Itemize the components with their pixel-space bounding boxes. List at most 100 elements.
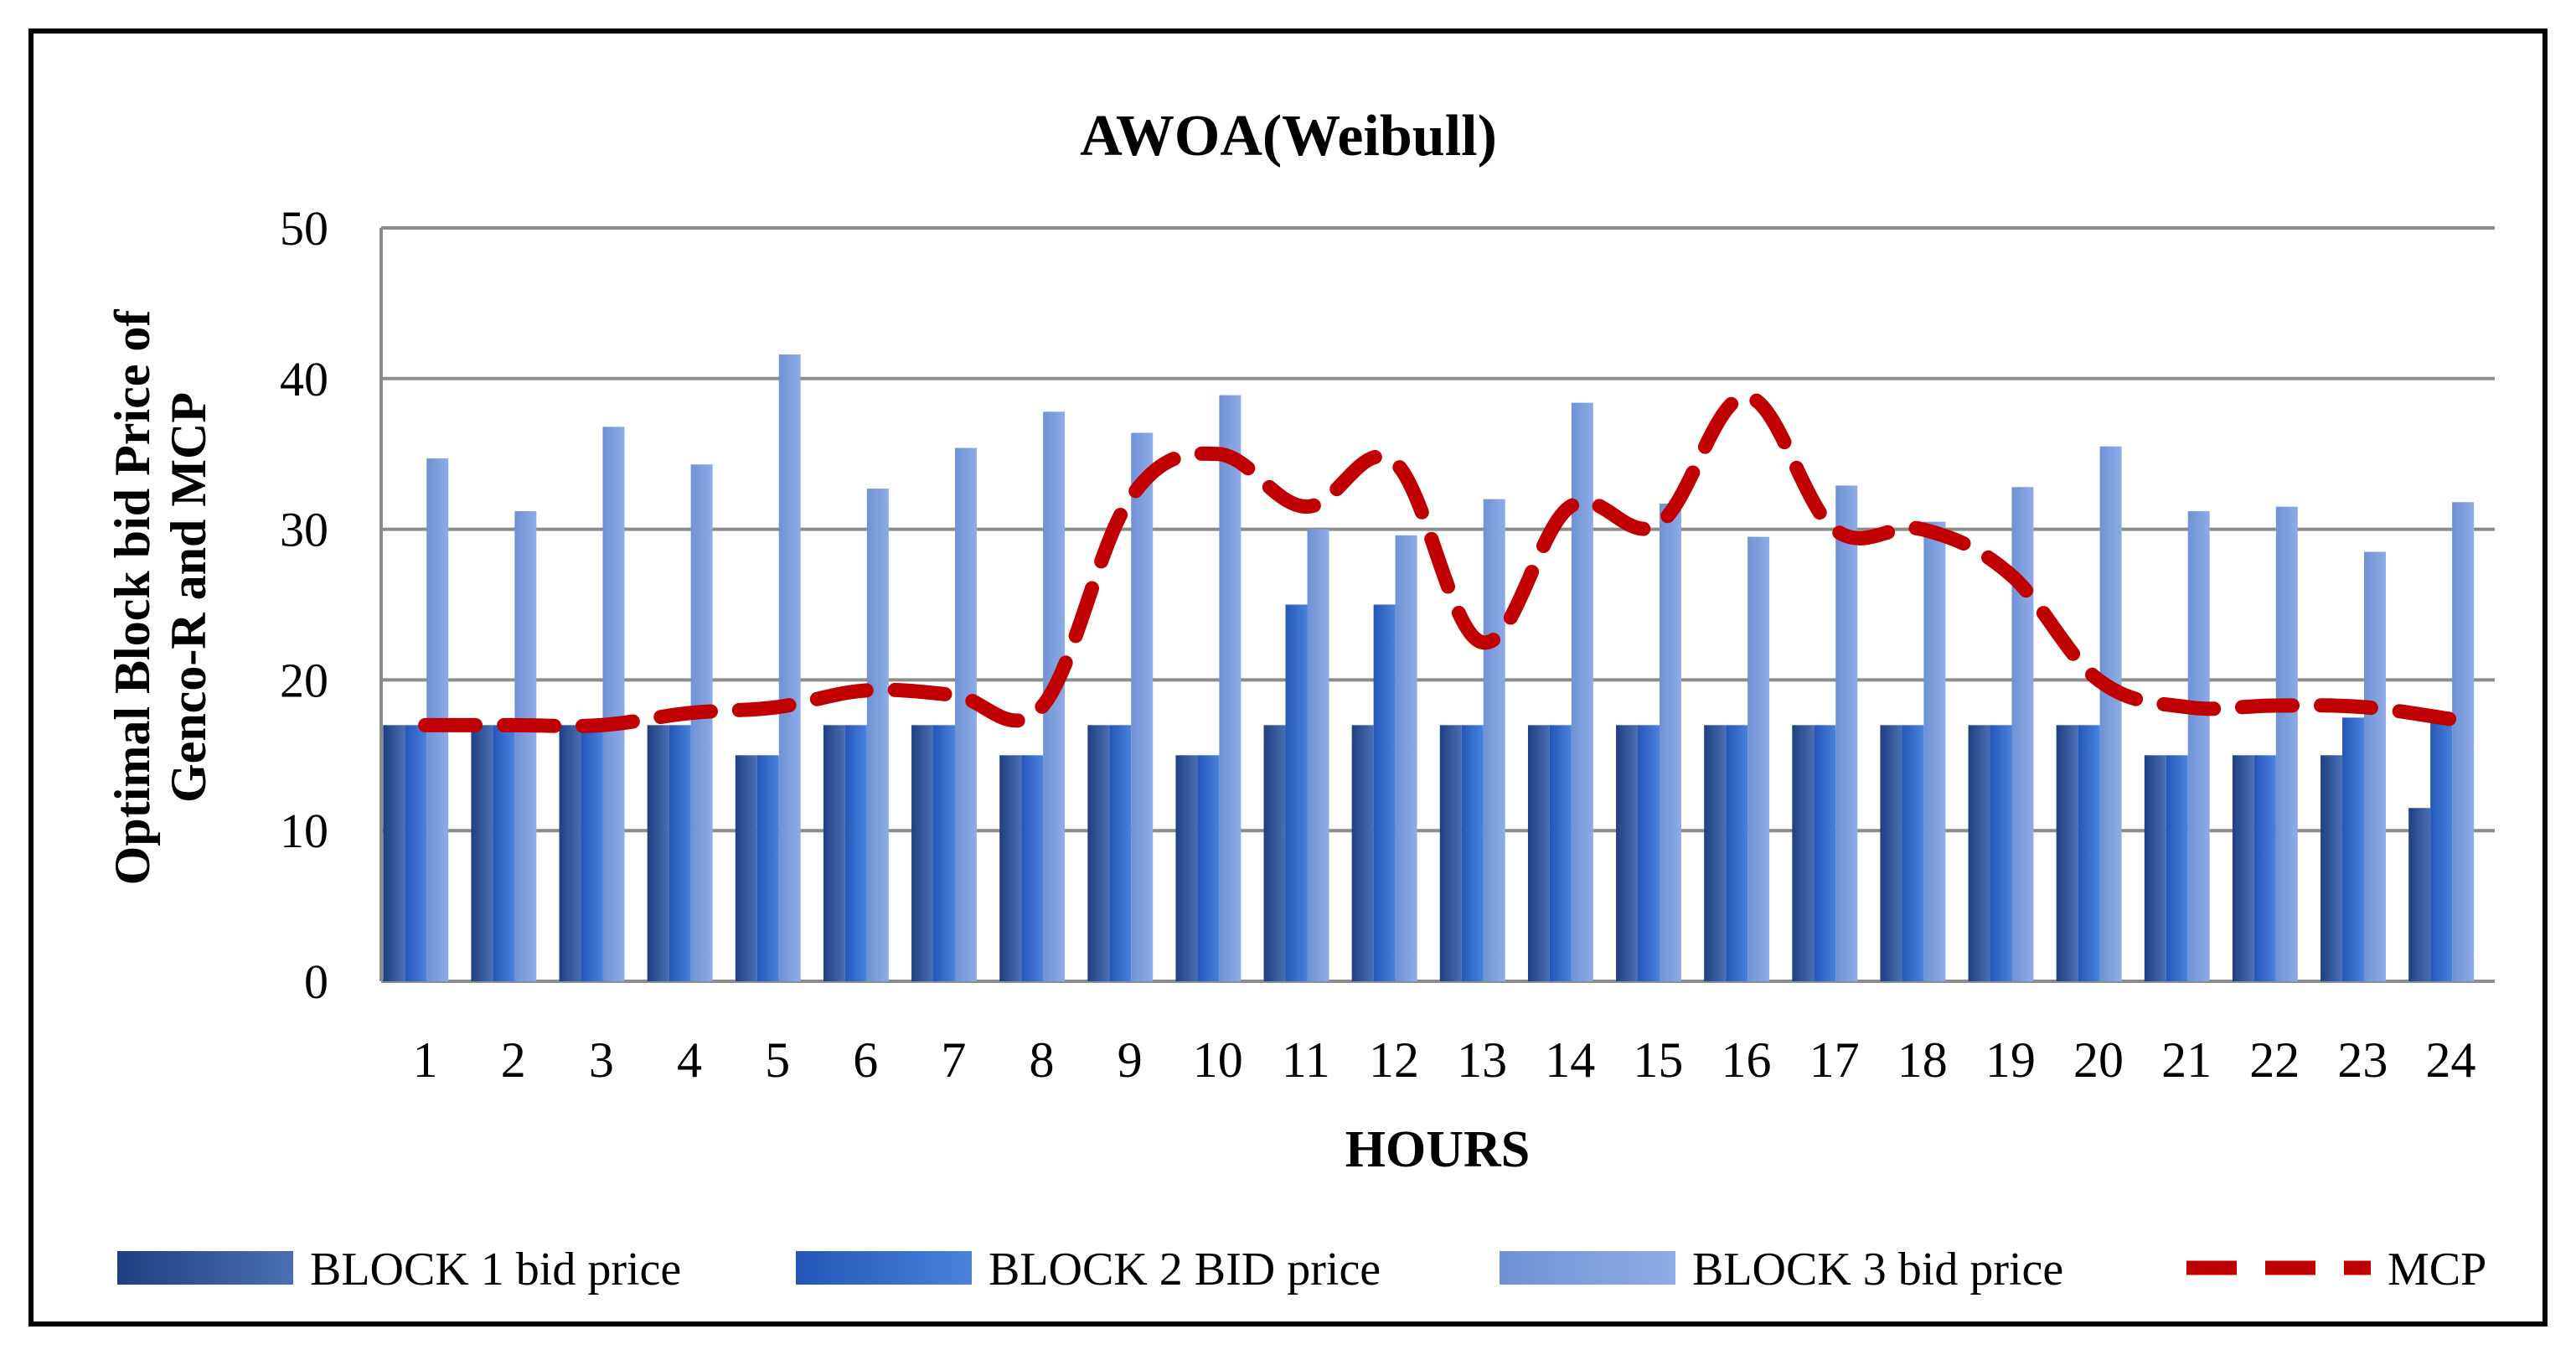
bar-1-hour-24 [2408, 808, 2431, 981]
bar-2-hour-21 [2166, 755, 2188, 981]
x-tick-label: 22 [2249, 1032, 2300, 1088]
bar-3-hour-5 [778, 354, 801, 982]
legend-swatch-block-2 [796, 1251, 972, 1285]
bar-1-hour-21 [2144, 755, 2166, 981]
bar-2-hour-5 [756, 755, 779, 981]
bar-3-hour-9 [1131, 432, 1154, 981]
mcp-line [418, 389, 2458, 733]
x-axis-label: HOURS [1345, 1121, 1530, 1178]
x-tick-label: 4 [677, 1032, 702, 1088]
x-tick-label: 21 [2161, 1032, 2212, 1088]
bar-2-hour-11 [1285, 604, 1308, 981]
y-tick-label: 40 [280, 352, 328, 406]
bar-1-hour-22 [2232, 755, 2254, 981]
x-tick-label: 15 [1633, 1032, 1683, 1088]
legend-label-block-3: BLOCK 3 bid price [1692, 1244, 2063, 1296]
y-tick-label: 30 [280, 503, 328, 557]
bar-1-hour-17 [1792, 725, 1815, 981]
legend-label-mcp: MCP [2388, 1244, 2486, 1296]
bar-1-hour-11 [1263, 725, 1286, 981]
bar-2-hour-20 [2078, 725, 2100, 981]
bar-1-hour-10 [1175, 755, 1198, 981]
bar-1-hour-2 [471, 725, 493, 981]
bar-3-hour-20 [2099, 446, 2122, 981]
x-tick-label: 18 [1897, 1032, 1948, 1088]
bar-2-hour-3 [581, 725, 603, 981]
bar-3-hour-19 [2011, 487, 2034, 981]
y-tick-label: 10 [280, 804, 328, 858]
y-tick-label: 50 [280, 201, 328, 256]
x-tick-label: 24 [2425, 1032, 2475, 1088]
bar-1-hour-7 [911, 725, 934, 981]
bar-1-hour-19 [1968, 725, 1990, 981]
x-tick-label: 23 [2337, 1032, 2388, 1088]
x-tick-label: 11 [1282, 1032, 1330, 1088]
bar-1-hour-8 [999, 755, 1022, 981]
x-tick-label: 9 [1118, 1032, 1143, 1088]
bar-3-hour-18 [1923, 521, 1946, 981]
bar-2-hour-7 [933, 725, 955, 981]
bar-3-hour-6 [866, 489, 889, 981]
bar-2-hour-14 [1549, 725, 1572, 981]
bar-1-hour-1 [383, 725, 405, 981]
bar-3-hour-24 [2452, 502, 2475, 981]
bar-2-hour-15 [1638, 725, 1660, 981]
legend-label-block-1: BLOCK 1 bid price [310, 1244, 681, 1296]
gridlines [379, 226, 2495, 983]
x-tick-label: 19 [1985, 1032, 2036, 1088]
y-tick-label: 20 [280, 653, 328, 707]
bar-3-hour-15 [1659, 504, 1681, 981]
y-axis-label: Optimal Block bid Price of Genco-R and M… [105, 309, 216, 886]
bar-2-hour-24 [2430, 721, 2453, 981]
bar-2-hour-10 [1197, 755, 1220, 981]
x-tick-label: 7 [941, 1032, 966, 1088]
bar-2-hour-18 [1902, 725, 1924, 981]
x-tick-label: 3 [589, 1032, 614, 1088]
bar-3-hour-14 [1571, 402, 1593, 981]
bar-1-hour-13 [1439, 725, 1462, 981]
bar-2-hour-23 [2342, 717, 2364, 981]
y-tick-labels: 0 10 20 30 40 50 [280, 201, 328, 1009]
bar-3-hour-3 [602, 427, 625, 981]
bar-2-hour-19 [1990, 725, 2012, 981]
bar-1-hour-23 [2320, 755, 2343, 981]
bar-2-hour-13 [1461, 725, 1484, 981]
bar-3-hour-16 [1747, 536, 1770, 981]
bar-2-hour-17 [1814, 725, 1836, 981]
bar-2-hour-12 [1373, 604, 1396, 981]
bar-2-hour-2 [493, 725, 515, 981]
bar-3-hour-2 [514, 511, 537, 981]
bar-3-hour-17 [1835, 485, 1858, 981]
bar-3-hour-21 [2187, 511, 2210, 981]
bar-1-hour-14 [1527, 725, 1550, 981]
bar-2-hour-4 [669, 725, 691, 981]
bar-2-hour-8 [1021, 755, 1044, 981]
bar-1-hour-3 [559, 725, 581, 981]
y-axis-label-line-2: Genco-R and MCP [161, 392, 216, 803]
bar-3-hour-13 [1483, 499, 1505, 981]
bar-3-hour-12 [1395, 535, 1417, 981]
x-tick-label: 6 [853, 1032, 878, 1088]
bar-3-hour-10 [1219, 395, 1242, 981]
bar-2-hour-1 [405, 725, 427, 981]
chart-title: AWOA(Weibull) [1080, 104, 1497, 168]
bar-2-hour-9 [1109, 725, 1132, 981]
bar-3-hour-22 [2275, 506, 2298, 981]
mcp-series-line [418, 389, 2458, 733]
bar-1-hour-15 [1616, 725, 1639, 981]
bar-1-hour-9 [1087, 725, 1110, 981]
bar-3-hour-11 [1307, 529, 1329, 981]
x-tick-label: 16 [1721, 1032, 1771, 1088]
bar-2-hour-16 [1726, 725, 1748, 981]
x-tick-label: 13 [1457, 1032, 1507, 1088]
x-tick-label: 8 [1029, 1032, 1054, 1088]
x-tick-label: 14 [1545, 1032, 1595, 1088]
legend-swatch-block-1 [117, 1251, 293, 1285]
bar-1-hour-20 [2056, 725, 2078, 981]
x-tick-label: 12 [1369, 1032, 1419, 1088]
bar-2-hour-6 [844, 725, 867, 981]
bar-3-hour-4 [690, 464, 713, 981]
y-axis-label-line-1: Optimal Block bid Price of [105, 309, 160, 886]
x-tick-label: 1 [413, 1032, 438, 1088]
